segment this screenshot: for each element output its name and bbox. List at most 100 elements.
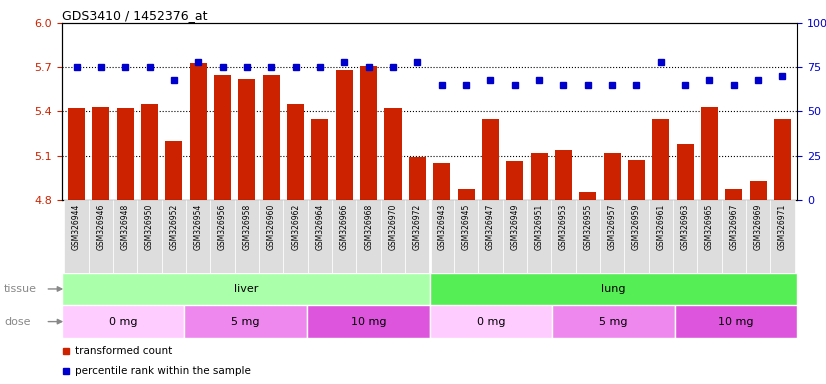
Bar	[458, 189, 475, 200]
Text: GSM326952: GSM326952	[169, 204, 178, 250]
Bar	[360, 66, 377, 200]
Bar	[308, 200, 332, 273]
Bar	[697, 200, 722, 273]
Text: GSM326955: GSM326955	[583, 204, 592, 250]
Bar	[259, 200, 283, 273]
Bar	[64, 200, 88, 273]
Text: 0 mg: 0 mg	[109, 316, 137, 327]
Bar	[141, 104, 158, 200]
Bar	[530, 152, 548, 200]
Bar	[701, 107, 718, 200]
Bar	[576, 200, 600, 273]
Text: GSM326953: GSM326953	[559, 204, 568, 250]
Bar	[774, 119, 791, 200]
Bar	[190, 63, 206, 200]
Text: GSM326965: GSM326965	[705, 204, 714, 250]
Text: GSM326944: GSM326944	[72, 204, 81, 250]
Bar	[502, 200, 527, 273]
Bar	[453, 200, 478, 273]
Bar	[239, 79, 255, 200]
Text: GSM326961: GSM326961	[657, 204, 665, 250]
Bar	[68, 108, 85, 200]
Bar	[113, 200, 137, 273]
Bar	[409, 157, 426, 200]
Text: GSM326950: GSM326950	[145, 204, 154, 250]
Text: GSM326960: GSM326960	[267, 204, 276, 250]
Text: GSM326968: GSM326968	[364, 204, 373, 250]
Bar	[771, 200, 795, 273]
Text: GSM326951: GSM326951	[534, 204, 544, 250]
Text: GSM326969: GSM326969	[753, 204, 762, 250]
Bar	[600, 200, 624, 273]
Bar	[384, 108, 401, 200]
Bar	[430, 305, 552, 338]
Bar	[555, 150, 572, 200]
Bar	[211, 200, 235, 273]
Bar	[235, 200, 259, 273]
Bar	[307, 305, 430, 338]
Bar	[332, 200, 357, 273]
Text: GSM326967: GSM326967	[729, 204, 738, 250]
Bar	[673, 200, 697, 273]
Bar	[62, 305, 184, 338]
Bar	[287, 104, 304, 200]
Bar	[263, 74, 280, 200]
Bar	[430, 200, 453, 273]
Bar	[165, 141, 183, 200]
Bar	[624, 200, 648, 273]
Bar	[527, 200, 551, 273]
Bar	[381, 200, 406, 273]
Text: 10 mg: 10 mg	[718, 316, 753, 327]
Bar	[675, 305, 797, 338]
Text: GSM326945: GSM326945	[462, 204, 471, 250]
Bar	[750, 180, 767, 200]
Text: GSM326956: GSM326956	[218, 204, 227, 250]
Text: GSM326946: GSM326946	[97, 204, 106, 250]
Text: GSM326962: GSM326962	[291, 204, 300, 250]
Text: GSM326966: GSM326966	[339, 204, 349, 250]
Bar	[88, 200, 113, 273]
Bar	[725, 189, 743, 200]
Bar	[552, 305, 675, 338]
Text: tissue: tissue	[4, 284, 37, 294]
Text: percentile rank within the sample: percentile rank within the sample	[75, 366, 251, 376]
Bar	[648, 200, 673, 273]
Text: GSM326964: GSM326964	[316, 204, 325, 250]
Text: GSM326959: GSM326959	[632, 204, 641, 250]
Bar	[722, 200, 746, 273]
Bar	[746, 200, 771, 273]
Text: liver: liver	[234, 284, 258, 294]
Bar	[628, 160, 645, 200]
Bar	[430, 273, 797, 305]
Bar	[186, 200, 211, 273]
Bar	[62, 273, 430, 305]
Bar	[93, 107, 109, 200]
Bar	[184, 305, 307, 338]
Bar	[433, 163, 450, 200]
Bar	[406, 200, 430, 273]
Text: GSM326954: GSM326954	[194, 204, 202, 250]
Text: GDS3410 / 1452376_at: GDS3410 / 1452376_at	[62, 9, 207, 22]
Bar	[283, 200, 308, 273]
Text: GSM326958: GSM326958	[243, 204, 251, 250]
Text: lung: lung	[601, 284, 625, 294]
Text: GSM326963: GSM326963	[681, 204, 690, 250]
Bar	[478, 200, 502, 273]
Text: dose: dose	[4, 316, 31, 327]
Bar	[311, 119, 329, 200]
Bar	[214, 74, 231, 200]
Bar	[676, 144, 694, 200]
Text: 10 mg: 10 mg	[350, 316, 386, 327]
Text: transformed count: transformed count	[75, 346, 173, 356]
Text: 0 mg: 0 mg	[477, 316, 505, 327]
Bar	[653, 119, 669, 200]
Bar	[336, 70, 353, 200]
Text: GSM326949: GSM326949	[510, 204, 520, 250]
Bar	[579, 192, 596, 200]
Text: GSM326948: GSM326948	[121, 204, 130, 250]
Text: 5 mg: 5 mg	[231, 316, 260, 327]
Text: GSM326943: GSM326943	[437, 204, 446, 250]
Text: GSM326972: GSM326972	[413, 204, 422, 250]
Bar	[116, 108, 134, 200]
Text: 5 mg: 5 mg	[599, 316, 628, 327]
